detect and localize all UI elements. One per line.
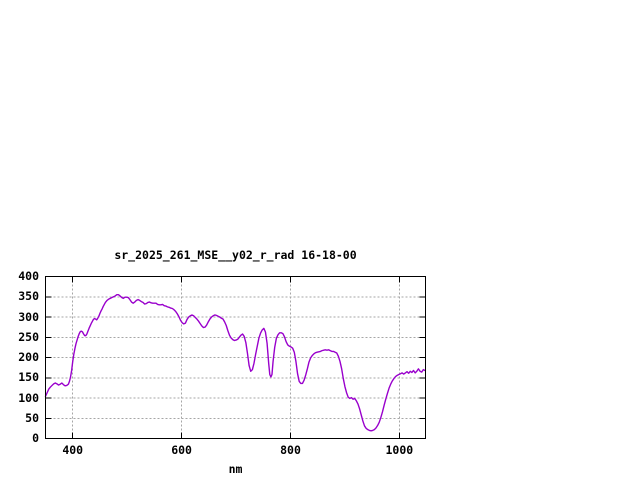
y-tick-label: 50 [25, 410, 39, 425]
grid-lines [45, 276, 426, 439]
y-tick-label: 250 [18, 329, 39, 344]
y-tick-label: 0 [32, 431, 39, 445]
spectrum-curve-layer [44, 294, 426, 432]
y-tick-label: 200 [18, 350, 39, 364]
y-tick-label: 300 [18, 309, 39, 324]
x-tick-label: 800 [280, 443, 301, 457]
y-tick-label: 100 [18, 390, 39, 405]
plot-frame [45, 276, 426, 439]
x-tick-label: 400 [62, 443, 84, 457]
chart-title: sr_2025_261_MSE__y02_r_rad 16-18-00 [114, 248, 357, 262]
x-tick-label: 600 [171, 443, 192, 457]
y-tick-label: 150 [18, 370, 39, 385]
y-tick-label: 350 [18, 289, 39, 304]
x-tick-label: 1000 [385, 443, 414, 457]
y-tick-label: 400 [18, 269, 39, 283]
plot-border [45, 276, 426, 439]
x-axis-label: nm [228, 462, 243, 476]
spectrum-curve [44, 294, 426, 432]
